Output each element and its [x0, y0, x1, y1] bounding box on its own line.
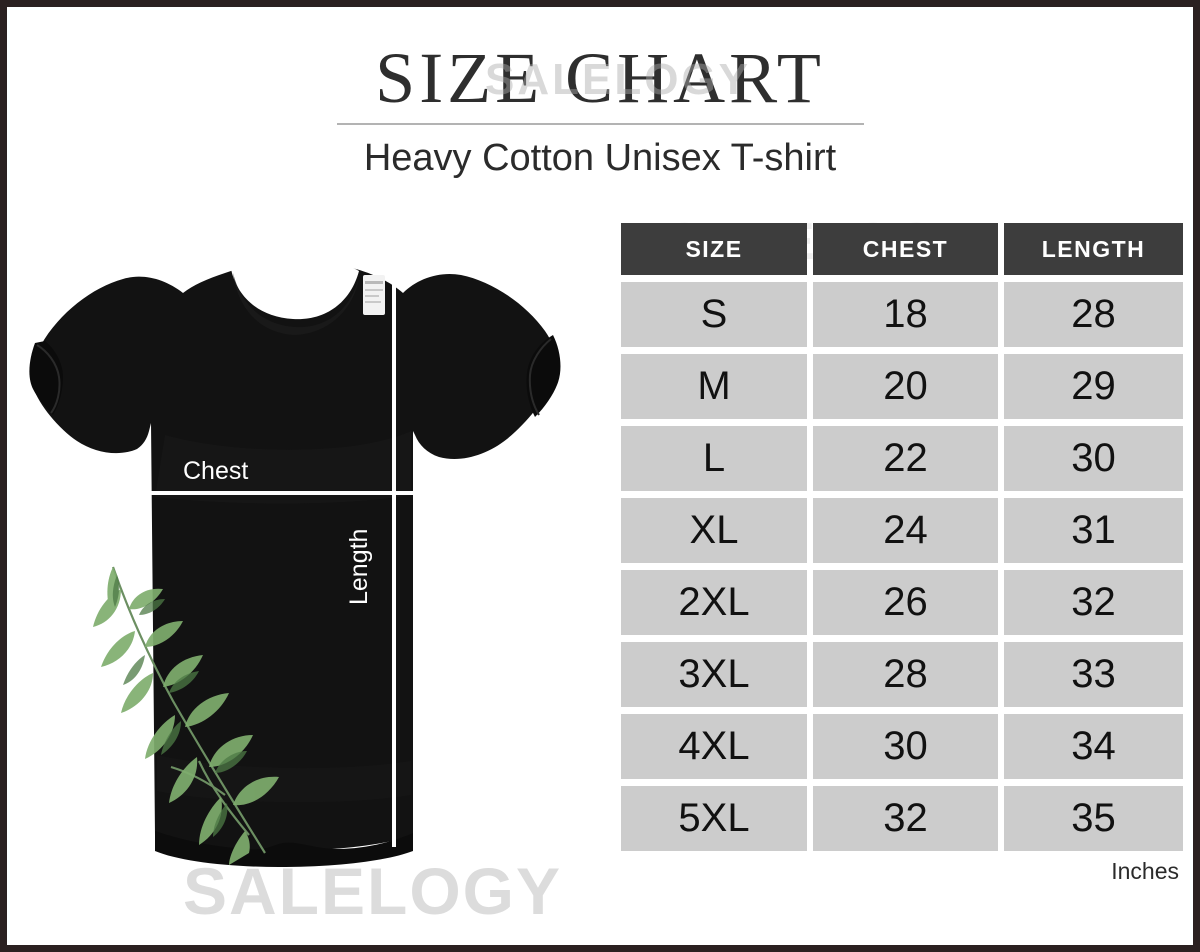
cell-length: 28 [1004, 282, 1183, 347]
cell-size: 3XL [621, 642, 807, 707]
cell-length: 33 [1004, 642, 1183, 707]
cell-length: 34 [1004, 714, 1183, 779]
cell-size: 2XL [621, 570, 807, 635]
chest-measure-label: Chest [183, 457, 249, 485]
table-row: XL 24 31 [621, 498, 1183, 563]
table-row: 3XL 28 33 [621, 642, 1183, 707]
table-row: 5XL 32 35 [621, 786, 1183, 851]
table-header-row: SIZE CHEST LENGTH [621, 223, 1183, 275]
cell-size: L [621, 426, 807, 491]
cell-length: 29 [1004, 354, 1183, 419]
table-row: 2XL 26 32 [621, 570, 1183, 635]
table-row: M 20 29 [621, 354, 1183, 419]
cell-size: 5XL [621, 786, 807, 851]
cell-size: M [621, 354, 807, 419]
cell-chest: 30 [813, 714, 998, 779]
cell-length: 30 [1004, 426, 1183, 491]
cell-chest: 18 [813, 282, 998, 347]
size-table: SIZE CHEST LENGTH S 18 28 M 20 29 L 22 3… [621, 223, 1183, 885]
column-header-chest: CHEST [813, 223, 998, 275]
cell-chest: 28 [813, 642, 998, 707]
chest-measure-line [135, 491, 473, 495]
cell-chest: 32 [813, 786, 998, 851]
table-row: S 18 28 [621, 282, 1183, 347]
foliage-decoration [93, 566, 279, 865]
header-block: SIZE CHART Heavy Cotton Unisex T-shirt [7, 39, 1193, 181]
length-measure-label: Length [345, 528, 373, 605]
title-divider [336, 123, 864, 125]
page-title: SIZE CHART [375, 38, 825, 118]
cell-size: XL [621, 498, 807, 563]
cell-length: 31 [1004, 498, 1183, 563]
cell-length: 35 [1004, 786, 1183, 851]
cell-length: 32 [1004, 570, 1183, 635]
column-header-size: SIZE [621, 223, 807, 275]
page-subtitle: Heavy Cotton Unisex T-shirt [363, 137, 837, 179]
cell-chest: 24 [813, 498, 998, 563]
cell-size: 4XL [621, 714, 807, 779]
tshirt-illustration: Chest Length [15, 235, 601, 875]
table-row: 4XL 30 34 [621, 714, 1183, 779]
unit-label: Inches [1111, 858, 1179, 884]
length-measure-line [392, 265, 396, 847]
cell-chest: 26 [813, 570, 998, 635]
cell-size: S [621, 282, 807, 347]
table-row: L 22 30 [621, 426, 1183, 491]
column-header-length: LENGTH [1004, 223, 1183, 275]
cell-chest: 22 [813, 426, 998, 491]
cell-chest: 20 [813, 354, 998, 419]
